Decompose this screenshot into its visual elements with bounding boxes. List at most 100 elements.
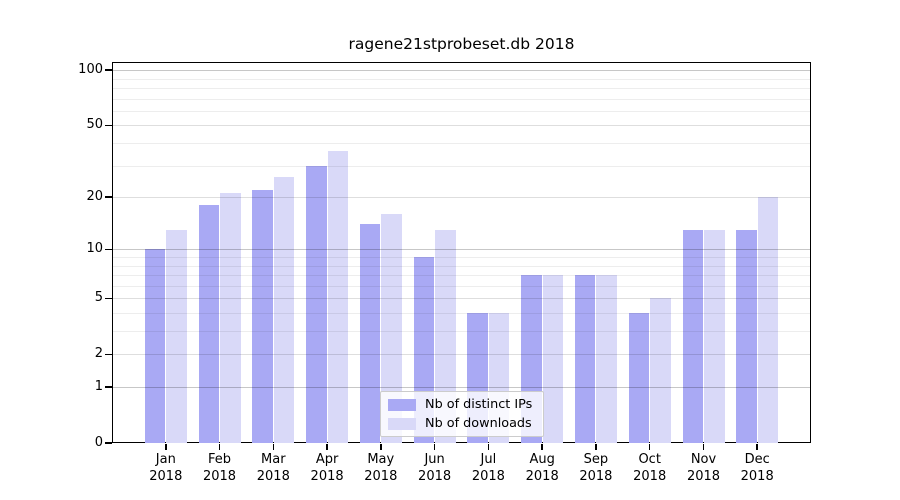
y-tick-label-5: 5 <box>94 290 103 306</box>
x-tick-apr <box>326 444 328 450</box>
year-label: 2018 <box>202 468 237 484</box>
x-tick-mar <box>272 444 275 450</box>
y-tick-20 <box>105 196 112 198</box>
y-tick-5 <box>105 297 112 300</box>
x-tick-nov <box>702 444 705 450</box>
month-label: Mar <box>261 452 286 467</box>
year-label: 2018 <box>686 468 721 484</box>
x-tick-jun <box>433 444 436 450</box>
y-tick-1 <box>105 386 112 388</box>
x-tick-label-aug: Aug 2018 <box>512 452 572 485</box>
y-tick-50 <box>105 124 112 127</box>
gridline-100 <box>112 70 811 72</box>
x-tick-label-jul: Jul 2018 <box>458 452 518 485</box>
legend-label-downloads: Nb of downloads <box>425 416 532 431</box>
month-label: Jul <box>480 452 497 467</box>
bar-nb-of-distinct-ips-feb <box>198 205 219 443</box>
y-tick-100 <box>105 69 112 71</box>
legend-item-distinct-ips: Nb of distinct IPs <box>388 397 532 412</box>
year-label: 2018 <box>579 468 613 484</box>
x-tick-label-sep: Sep 2018 <box>566 452 626 485</box>
y-tick-0 <box>105 442 112 444</box>
bar-nb-of-distinct-ips-dec <box>736 229 757 443</box>
x-tick-label-feb: Feb 2018 <box>190 452 250 485</box>
bar-nb-of-downloads-jun <box>435 229 456 443</box>
legend-label-distinct-ips: Nb of distinct IPs <box>425 397 533 412</box>
x-tick-label-mar: Mar 2018 <box>243 452 303 485</box>
gridline-50 <box>112 125 811 127</box>
gridline-60 <box>112 110 811 112</box>
legend: Nb of distinct IPs Nb of downloads <box>380 391 545 437</box>
legend-item-downloads: Nb of downloads <box>388 416 532 431</box>
gridline-70 <box>112 98 811 100</box>
bar-nb-of-distinct-ips-jan <box>144 249 166 443</box>
x-tick-may <box>380 444 382 450</box>
y-tick-2 <box>105 353 112 356</box>
year-label: 2018 <box>364 468 398 484</box>
x-tick-oct <box>648 444 651 450</box>
x-tick-jul <box>487 444 490 450</box>
x-tick-label-may: May 2018 <box>351 452 411 485</box>
gridline-40 <box>112 143 811 144</box>
gridline-20 <box>112 197 811 199</box>
year-label: 2018 <box>256 468 290 484</box>
x-tick-label-dec: Dec 2018 <box>727 452 787 485</box>
bar-nb-of-distinct-ips-mar <box>252 189 273 443</box>
bar-nb-of-distinct-ips-nov <box>682 229 703 443</box>
year-label: 2018 <box>471 468 505 484</box>
year-label: 2018 <box>633 468 667 484</box>
y-tick-label-1: 1 <box>94 379 103 394</box>
bar-nb-of-downloads-may <box>381 214 402 443</box>
bar-nb-of-downloads-sep <box>596 275 617 443</box>
bar-nb-of-distinct-ips-may <box>359 224 381 443</box>
y-tick-label-50: 50 <box>86 117 103 133</box>
gridline-90 <box>112 78 811 80</box>
y-tick-10 <box>105 248 112 251</box>
month-label: Jan <box>155 452 176 467</box>
x-tick-sep <box>595 444 597 450</box>
legend-swatch-downloads-icon <box>388 417 416 430</box>
x-tick-label-jun: Jun 2018 <box>405 452 465 485</box>
year-label: 2018 <box>149 468 183 484</box>
month-label: Aug <box>529 452 555 467</box>
bar-nb-of-downloads-dec <box>757 197 779 443</box>
x-tick-dec <box>756 444 758 450</box>
year-label: 2018 <box>418 468 452 484</box>
x-tick-jan <box>165 444 167 450</box>
x-tick-label-nov: Nov 2018 <box>674 452 734 485</box>
gridline-30 <box>112 165 811 167</box>
bar-nb-of-downloads-oct <box>650 298 671 443</box>
bar-nb-of-downloads-feb <box>220 193 241 443</box>
bar-nb-of-downloads-aug <box>542 275 564 443</box>
month-label: Oct <box>638 452 661 467</box>
month-label: Nov <box>690 452 717 467</box>
month-label: Jun <box>424 452 445 467</box>
x-tick-aug <box>541 444 543 450</box>
bar-nb-of-downloads-mar <box>273 176 295 443</box>
year-label: 2018 <box>740 468 774 484</box>
bar-nb-of-downloads-nov <box>704 229 725 443</box>
y-tick-label-2: 2 <box>94 346 103 362</box>
bar-nb-of-downloads-jan <box>166 229 187 443</box>
bar-nb-of-distinct-ips-oct <box>628 313 650 443</box>
y-tick-label-10: 10 <box>86 241 103 257</box>
month-label: Dec <box>744 452 770 467</box>
year-label: 2018 <box>310 468 344 484</box>
chart-title: ragene21stprobeset.db 2018 <box>348 35 575 53</box>
month-label: Apr <box>315 452 339 467</box>
gridline-80 <box>112 88 811 89</box>
x-tick-feb <box>218 444 221 450</box>
month-label: May <box>367 452 395 467</box>
month-label: Sep <box>583 452 609 467</box>
y-tick-label-20: 20 <box>86 189 103 205</box>
x-tick-label-jan: Jan 2018 <box>136 452 196 485</box>
x-tick-label-apr: Apr 2018 <box>297 452 357 485</box>
y-tick-label-0: 0 <box>94 435 103 450</box>
year-label: 2018 <box>525 468 559 484</box>
legend-swatch-distinct-ips-icon <box>388 398 416 411</box>
x-tick-label-oct: Oct 2018 <box>620 452 680 485</box>
month-label: Feb <box>207 452 232 467</box>
y-tick-label-100: 100 <box>78 62 103 78</box>
bar-nb-of-downloads-apr <box>327 151 349 443</box>
